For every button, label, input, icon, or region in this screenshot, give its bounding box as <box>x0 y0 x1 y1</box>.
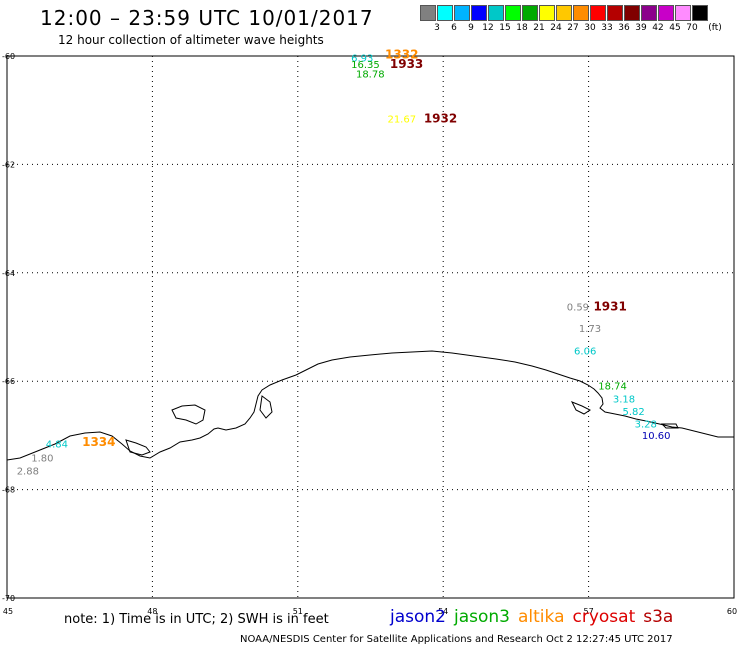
wave-height-label: 18.74 <box>598 381 627 392</box>
map-title: 12:00 – 23:59 UTC 10/01/2017 <box>40 6 374 30</box>
satellite-jason3: jason3 <box>454 607 510 627</box>
lon-tick-label: 57 <box>584 607 594 616</box>
legend-swatch <box>573 5 589 21</box>
wave-height-label: 5.82 <box>623 407 645 418</box>
legend-swatch <box>590 5 606 21</box>
wave-height-label: 10.60 <box>642 431 671 442</box>
wave-height-points: 6.93 1332 16.35 1933 18.78 21.67 1932 0.59 1931 1… <box>17 48 671 478</box>
satellite-altika: altika <box>518 607 565 627</box>
satellite-legend: jason2 jason3 altika cryosat s3a <box>390 607 681 627</box>
wave-height-label: 6.06 <box>574 347 596 358</box>
legend-label: 36 <box>618 23 630 33</box>
satellite-s3a: s3a <box>643 607 674 627</box>
legend-label: 30 <box>584 23 596 33</box>
map-frame <box>6 55 735 599</box>
legend-unit: (ft) <box>708 23 722 33</box>
wave-height-label: 3.28 <box>635 419 657 430</box>
legend-swatch <box>641 5 657 21</box>
legend-label: 18 <box>516 23 528 33</box>
lon-tick-label: 54 <box>438 607 448 616</box>
wave-height-label: 18.78 <box>356 70 385 81</box>
lat-tick-label: -66 <box>2 377 15 386</box>
note-text: note: 1) Time is in UTC; 2) SWH is in fe… <box>64 612 329 627</box>
legend-label: 12 <box>482 23 494 33</box>
wave-height-label: 2.88 <box>17 466 39 477</box>
legend-label: 15 <box>499 23 511 33</box>
legend-swatch <box>522 5 538 21</box>
lon-tick-label: 45 <box>3 607 13 616</box>
lat-tick-label: -62 <box>2 160 15 169</box>
legend-label: 6 <box>451 23 457 33</box>
wave-height-label: 6.93 <box>351 53 373 64</box>
graticule <box>6 55 735 599</box>
wave-height-label: 16.35 <box>351 60 380 71</box>
legend-label: 27 <box>567 23 579 33</box>
legend-swatch <box>454 5 470 21</box>
pass-time-label: 1334 <box>82 435 115 449</box>
legend-swatch <box>624 5 640 21</box>
pass-time-label: 1933 <box>390 57 423 71</box>
pass-time-label: 1932 <box>424 112 457 126</box>
legend-label: 42 <box>652 23 664 33</box>
legend-label: 3 <box>434 23 440 33</box>
legend-label: 45 <box>669 23 681 33</box>
legend-swatch <box>675 5 691 21</box>
axis-tick-labels: 45 48 51 54 57 60 -60 -62 -64 -66 -68 -70 <box>2 52 737 616</box>
legend-swatch <box>471 5 487 21</box>
wave-height-label: 1.80 <box>31 453 53 464</box>
credit-line: NOAA/NESDIS Center for Satellite Applica… <box>240 634 673 645</box>
satellite-cryosat: cryosat <box>572 607 636 627</box>
lat-tick-label: -60 <box>2 52 15 61</box>
legend-label: 33 <box>601 23 613 33</box>
coastline-islands <box>125 395 679 456</box>
coastline <box>6 350 734 461</box>
legend-swatch <box>658 5 674 21</box>
legend-label: 9 <box>468 23 474 33</box>
legend-swatch <box>505 5 521 21</box>
legend-swatch <box>556 5 572 21</box>
color-legend: 3 6 9 12 15 18 21 24 27 30 33 36 39 42 45 70 (ft) <box>420 5 730 35</box>
wave-height-label: 1.73 <box>579 324 601 335</box>
lon-tick-label: 60 <box>727 607 737 616</box>
satellite-jason2: jason2 <box>390 607 446 627</box>
legend-swatch <box>488 5 504 21</box>
legend-swatch <box>539 5 555 21</box>
legend-swatch <box>607 5 623 21</box>
lon-tick-label: 51 <box>293 607 303 616</box>
legend-label: 70 <box>686 23 698 33</box>
wave-height-label: 0.59 <box>567 303 589 314</box>
pass-time-label: 1332 <box>385 48 418 62</box>
wave-height-label: 3.18 <box>613 394 635 405</box>
wave-height-label: 4.84 <box>46 439 68 450</box>
pass-time-label: 1931 <box>593 300 626 314</box>
lat-tick-label: -68 <box>2 486 15 495</box>
map-subtitle: 12 hour collection of altimeter wave hei… <box>58 33 324 47</box>
legend-swatch <box>692 5 708 21</box>
legend-label: 39 <box>635 23 647 33</box>
lat-tick-label: -64 <box>2 269 15 278</box>
legend-label: 24 <box>550 23 562 33</box>
legend-swatch <box>437 5 453 21</box>
lon-tick-label: 48 <box>147 607 157 616</box>
lat-tick-label: -70 <box>2 594 15 603</box>
legend-swatch <box>420 5 436 21</box>
legend-label: 21 <box>533 23 545 33</box>
wave-height-label: 21.67 <box>387 115 416 126</box>
